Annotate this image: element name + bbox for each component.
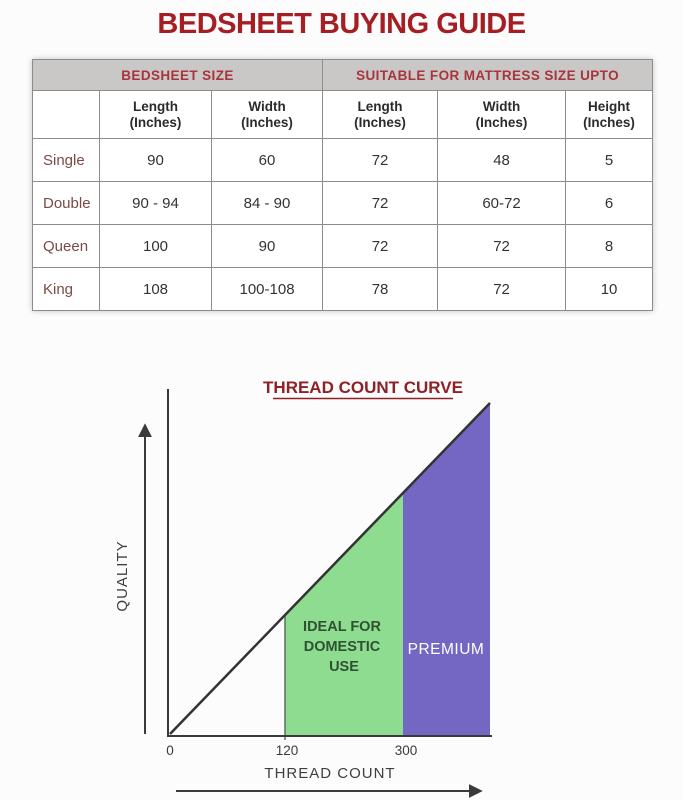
cell-value: 90 <box>99 138 212 182</box>
table-subheader-row: Length (Inches) Width (Inches) Length (I… <box>32 90 654 139</box>
page-title: BEDSHEET BUYING GUIDE <box>157 8 526 40</box>
ideal-domestic-label-line3: USE <box>329 659 359 675</box>
col-header-bedsheet-width: Width (Inches) <box>210 90 324 139</box>
cell-value: 90 <box>210 224 324 268</box>
y-axis-label: QUALITY <box>114 540 131 611</box>
row-label: King <box>32 267 100 311</box>
col-header-mattress-length: Length (Inches) <box>322 90 439 139</box>
col-header-mattress-width: Width (Inches) <box>437 90 567 139</box>
cell-value: 72 <box>322 181 439 225</box>
cell-value: 10 <box>565 267 654 311</box>
thread-count-chart: THREAD COUNT CURVE QUALITY IDEAL FOR DOM… <box>0 371 683 800</box>
x-tick-120: 120 <box>276 743 299 758</box>
row-label-column-header <box>32 90 100 139</box>
header-mattress-size: SUITABLE FOR MATTRESS SIZE UPTO <box>322 59 654 91</box>
table-row-single: Single 90 60 72 48 5 <box>32 138 654 182</box>
col-header-unit: (Inches) <box>475 114 528 130</box>
cell-value: 72 <box>322 138 439 182</box>
table-row-queen: Queen 100 90 72 72 8 <box>32 224 654 268</box>
premium-label: PREMIUM <box>408 641 485 658</box>
cell-value: 8 <box>565 224 654 268</box>
col-header-unit: (Inches) <box>129 114 182 130</box>
cell-value: 72 <box>437 224 567 268</box>
ideal-domestic-label-line2: DOMESTIC <box>304 639 381 655</box>
cell-value: 60 <box>210 138 324 182</box>
table-group-header-row: BEDSHEET SIZE SUITABLE FOR MATTRESS SIZE… <box>31 59 654 91</box>
ideal-domestic-region <box>285 493 403 735</box>
col-header-unit: (Inches) <box>354 114 406 130</box>
cell-value: 100 <box>99 224 212 268</box>
col-header-mattress-height: Height (Inches) <box>565 90 654 139</box>
col-header-name: Length <box>357 98 403 114</box>
cell-value: 90 - 94 <box>99 181 212 225</box>
quality-curve-line <box>169 402 491 735</box>
cell-value: 84 - 90 <box>210 181 324 225</box>
cell-value: 72 <box>437 267 567 311</box>
cell-value: 78 <box>322 267 439 311</box>
row-label: Single <box>32 138 100 182</box>
x-tick-300: 300 <box>395 743 418 758</box>
col-header-name: Width <box>248 98 286 114</box>
cell-value: 6 <box>565 181 654 225</box>
x-axis-label: THREAD COUNT <box>264 765 395 782</box>
chart-title: THREAD COUNT CURVE <box>263 378 463 397</box>
header-bedsheet-size: BEDSHEET SIZE <box>31 59 324 91</box>
thread-count-curve-svg: THREAD COUNT CURVE QUALITY IDEAL FOR DOM… <box>114 378 492 798</box>
row-label: Double <box>32 181 100 225</box>
cell-value: 72 <box>322 224 439 268</box>
cell-value: 48 <box>437 138 567 182</box>
col-header-name: Height <box>588 98 631 114</box>
ideal-domestic-label: IDEAL FOR DOMESTIC USE <box>303 619 385 675</box>
col-header-unit: (Inches) <box>241 114 293 130</box>
cell-value: 5 <box>565 138 654 182</box>
x-tick-0: 0 <box>166 743 174 758</box>
col-header-name: Length <box>133 98 178 114</box>
bedsheet-size-table: BEDSHEET SIZE SUITABLE FOR MATTRESS SIZE… <box>31 59 654 311</box>
col-header-name: Width <box>482 98 521 114</box>
table-row-double: Double 90 - 94 84 - 90 72 60-72 6 <box>32 181 654 225</box>
ideal-domestic-label-line1: IDEAL FOR <box>303 619 381 635</box>
table-row-king: King 108 100-108 78 72 10 <box>32 267 654 311</box>
cell-value: 60-72 <box>437 181 567 225</box>
col-header-bedsheet-length: Length (Inches) <box>99 90 212 139</box>
col-header-unit: (Inches) <box>583 114 635 130</box>
premium-region <box>403 403 490 735</box>
cell-value: 100-108 <box>210 267 324 311</box>
row-label: Queen <box>32 224 100 268</box>
cell-value: 108 <box>99 267 212 311</box>
